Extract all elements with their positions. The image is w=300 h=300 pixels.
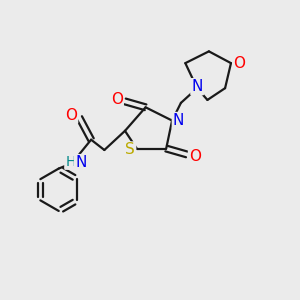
Text: O: O [65, 108, 77, 123]
Text: N: N [191, 79, 203, 94]
Text: H: H [65, 155, 76, 169]
Text: O: O [233, 56, 245, 70]
Text: S: S [125, 142, 135, 158]
Text: N: N [173, 113, 184, 128]
Text: O: O [189, 149, 201, 164]
Text: O: O [111, 92, 123, 106]
Text: N: N [75, 155, 86, 170]
